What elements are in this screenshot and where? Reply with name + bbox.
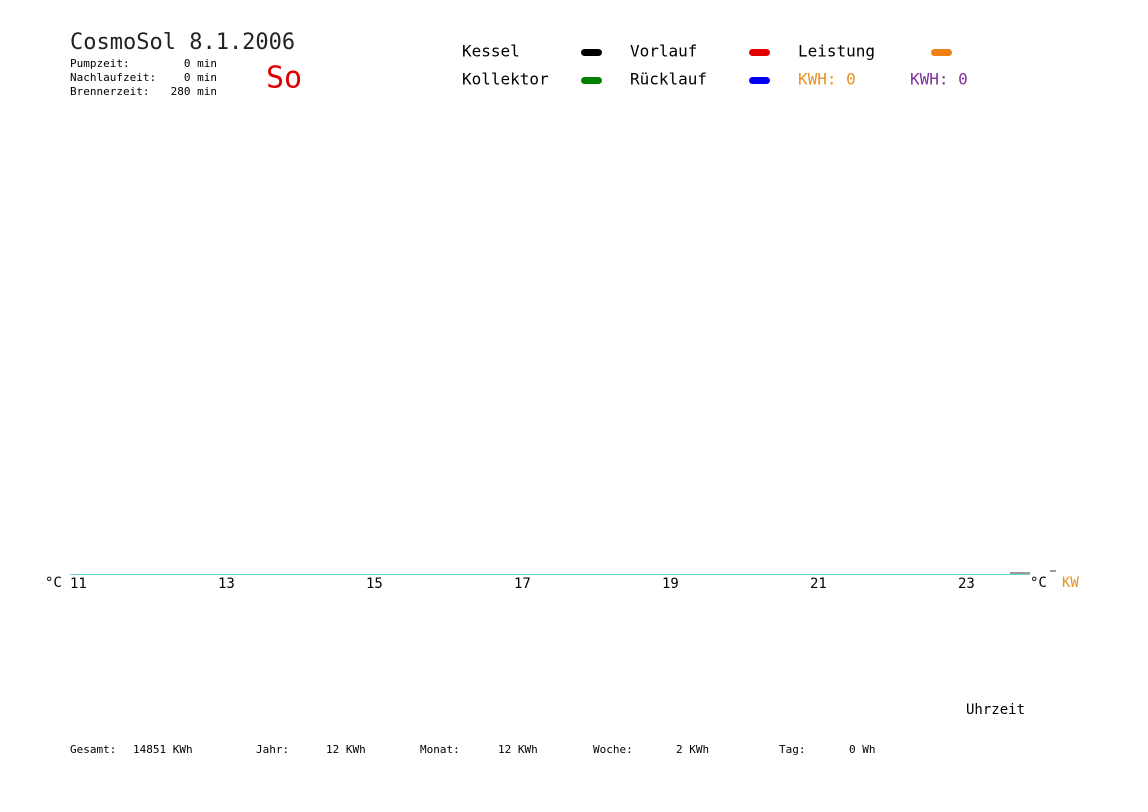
- legend-swatch: [749, 49, 770, 56]
- total-label: Monat:: [420, 743, 460, 756]
- legend-label: Leistung: [798, 42, 875, 61]
- total-value: 2 KWh: [676, 743, 709, 756]
- legend-swatch: [581, 77, 602, 84]
- legend-swatch: [749, 77, 770, 84]
- info-label: Pumpzeit:: [70, 57, 130, 70]
- legend-label: Kessel: [462, 42, 520, 61]
- x-tick-label: 19: [662, 576, 679, 592]
- kwh-label: KWH: 0: [910, 70, 968, 89]
- legend-label: Kollektor: [462, 70, 549, 89]
- x-tick-label: 11: [70, 576, 87, 592]
- info-value: 0 min: [184, 57, 217, 70]
- legend-label: Rücklauf: [630, 70, 707, 89]
- info-value: 280 min: [171, 85, 217, 98]
- total-label: Woche:: [593, 743, 633, 756]
- info-value: 0 min: [184, 71, 217, 84]
- legend-swatch: [581, 49, 602, 56]
- x-tick-label: 13: [218, 576, 235, 592]
- total-value: 12 KWh: [498, 743, 538, 756]
- total-value: 0 Wh: [849, 743, 876, 756]
- y2-label: °C: [1030, 575, 1047, 591]
- x-tick-label: 23: [958, 576, 975, 592]
- total-label: Jahr:: [256, 743, 289, 756]
- info-label: Brennerzeit:: [70, 85, 149, 98]
- y2-unit: KW: [1062, 575, 1079, 591]
- y-label: °C: [45, 575, 62, 591]
- info-label: Nachlaufzeit:: [70, 71, 156, 84]
- total-value: 14851 KWh: [133, 743, 193, 756]
- kwh-label: KWH: 0: [798, 70, 856, 89]
- legend-swatch: [931, 49, 952, 56]
- total-label: Tag:: [779, 743, 806, 756]
- total-label: Gesamt:: [70, 743, 116, 756]
- x-tick-label: 15: [366, 576, 383, 592]
- x-tick-label: 17: [514, 576, 531, 592]
- x-tick-label: 21: [810, 576, 827, 592]
- x-label: Uhrzeit: [966, 702, 1025, 718]
- total-value: 12 KWh: [326, 743, 366, 756]
- day: So: [266, 61, 302, 96]
- title: CosmoSol 8.1.2006: [70, 30, 295, 55]
- legend-label: Vorlauf: [630, 42, 697, 61]
